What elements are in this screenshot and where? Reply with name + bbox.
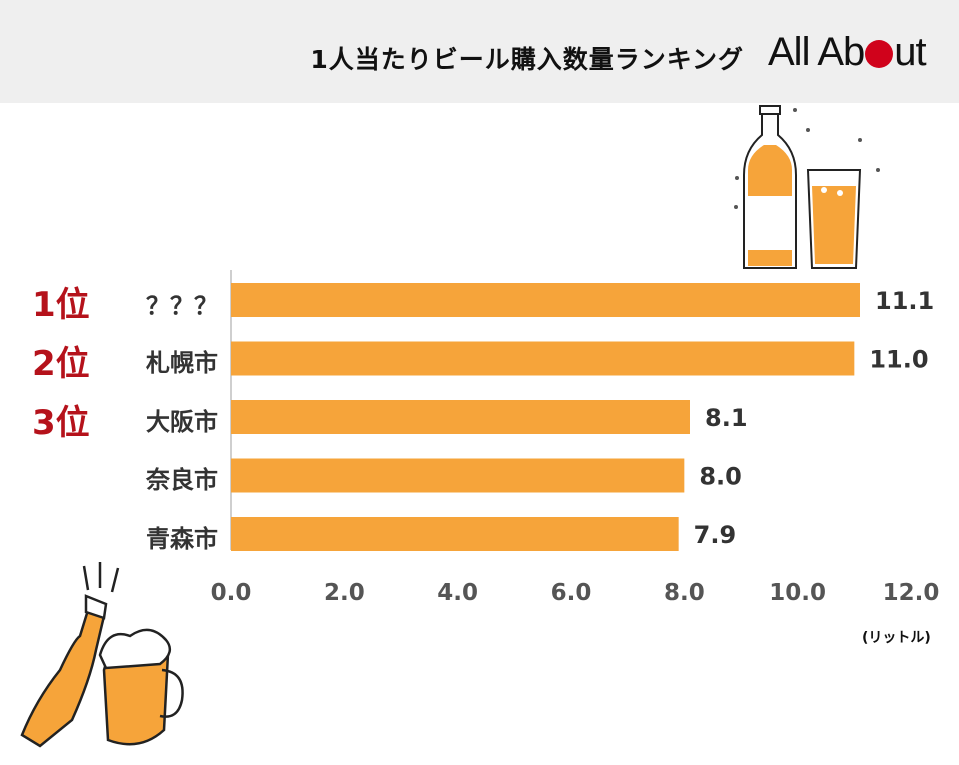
- logo-text-1: All Ab: [768, 30, 865, 74]
- category-label-2: 札幌市: [146, 349, 218, 377]
- rank-label-2: 2位: [32, 344, 90, 384]
- bar-1: [231, 283, 860, 317]
- category-label-4: 奈良市: [146, 466, 218, 494]
- bar-4: [231, 458, 685, 493]
- x-tick-label-1: 0.0: [211, 580, 252, 606]
- beer-bottle-illustration: [743, 105, 797, 269]
- allabout-logo: All Ab ut: [768, 30, 927, 75]
- chart-title: 1人当たりビール購入数量ランキング: [310, 45, 744, 74]
- bar-value-label-2: 11.0: [869, 346, 928, 374]
- bar-value-label-5: 7.9: [694, 521, 737, 549]
- category-label-5: 青森市: [146, 525, 218, 553]
- bar-5: [231, 517, 679, 551]
- x-tick-label-4: 6.0: [551, 580, 592, 606]
- category-label-1: ？？？: [146, 292, 218, 320]
- x-tick-label-7: 12.0: [883, 580, 940, 606]
- category-label-3: 大阪市: [146, 408, 218, 436]
- logo-text-2: ut: [894, 30, 926, 74]
- header-band: [0, 0, 959, 103]
- bar-value-label-1: 11.1: [875, 287, 934, 315]
- bubble-dots: [734, 108, 880, 209]
- rank-label-3: 3位: [32, 403, 90, 443]
- x-tick-label-6: 10.0: [769, 580, 826, 606]
- toast-beer-illustration: [20, 562, 184, 748]
- x-tick-label-5: 8.0: [664, 580, 705, 606]
- x-tick-label-2: 2.0: [324, 580, 365, 606]
- bar-2: [231, 341, 855, 376]
- beer-glass-illustration: [806, 169, 862, 269]
- rank-label-1: 1位: [32, 285, 90, 325]
- logo-red-dot: [865, 40, 894, 68]
- bar-3: [231, 400, 690, 434]
- x-tick-label-3: 4.0: [437, 580, 478, 606]
- x-axis-unit-label: (リットル): [862, 630, 931, 646]
- bar-value-label-4: 8.0: [699, 463, 742, 491]
- bar-value-label-3: 8.1: [705, 404, 748, 432]
